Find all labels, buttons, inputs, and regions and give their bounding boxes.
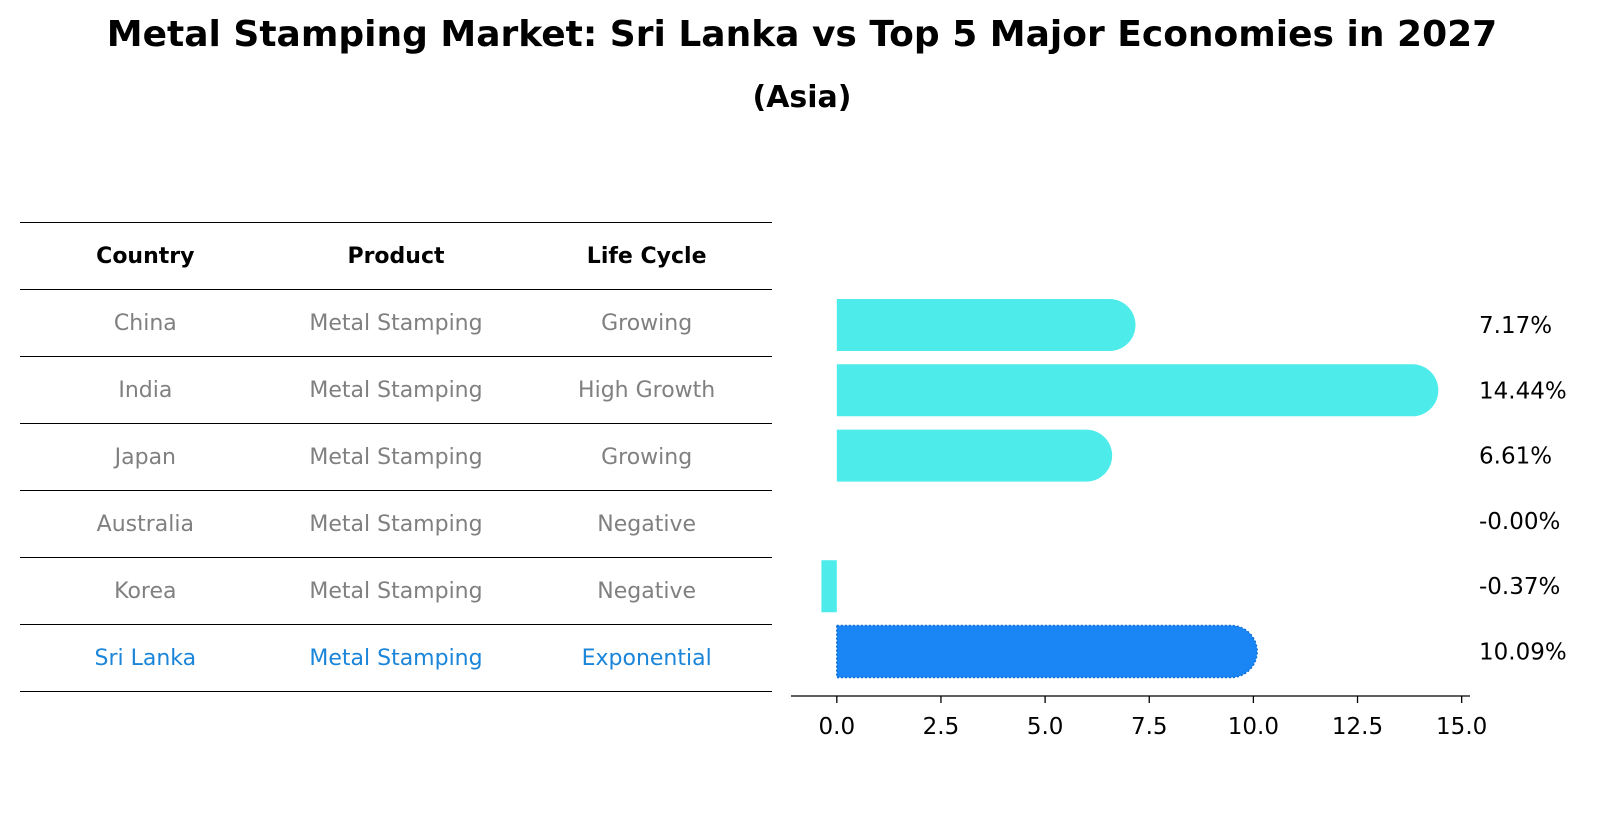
header-product: Product <box>270 222 522 290</box>
chart-title: Metal Stamping Market: Sri Lanka vs Top … <box>106 14 1498 55</box>
cell-life-cycle: Negative <box>521 557 772 625</box>
table-row: India Metal Stamping High Growth <box>20 356 772 424</box>
x-tick-label: 7.5 <box>1131 714 1168 740</box>
cell-product: Metal Stamping <box>270 289 522 357</box>
bar-india <box>836 364 1439 417</box>
cell-country: Sri Lanka <box>20 624 271 692</box>
x-tick-label: 0.0 <box>819 714 856 740</box>
x-tick-label: 10.0 <box>1228 714 1279 740</box>
value-label-korea: -0.37% <box>1479 574 1560 600</box>
cell-life-cycle: Growing <box>521 423 772 491</box>
table-row: Japan Metal Stamping Growing <box>20 423 772 491</box>
cell-life-cycle: Exponential <box>521 624 772 692</box>
bar-sri-lanka <box>836 624 1258 679</box>
cell-product: Metal Stamping <box>270 624 522 692</box>
cell-product: Metal Stamping <box>270 490 522 558</box>
table-row: Korea Metal Stamping Negative <box>20 557 772 625</box>
value-label-australia: -0.00% <box>1479 509 1560 535</box>
cell-country: India <box>20 356 271 424</box>
bar-japan <box>836 429 1113 482</box>
cell-product: Metal Stamping <box>270 557 522 625</box>
x-tick-label: 15.0 <box>1436 714 1487 740</box>
x-tick-label: 12.5 <box>1332 714 1383 740</box>
value-label-japan: 6.61% <box>1479 444 1552 470</box>
value-label-china: 7.17% <box>1479 313 1552 339</box>
header-country: Country <box>20 222 271 290</box>
x-tick-label: 5.0 <box>1027 714 1064 740</box>
cell-life-cycle: High Growth <box>521 356 772 424</box>
table-row: Australia Metal Stamping Negative <box>20 490 772 558</box>
bar-korea <box>821 560 837 613</box>
cell-product: Metal Stamping <box>270 423 522 491</box>
cell-product: Metal Stamping <box>270 356 522 424</box>
comparison-table: Country Product Life Cycle China Metal S… <box>20 222 772 692</box>
value-label-sri-lanka: 10.09% <box>1479 640 1567 666</box>
table-row: China Metal Stamping Growing <box>20 289 772 357</box>
x-tick-label: 2.5 <box>923 714 960 740</box>
cell-country: Australia <box>20 490 271 558</box>
cell-country: China <box>20 289 271 357</box>
table-header-row: Country Product Life Cycle <box>20 222 772 290</box>
cell-country: Japan <box>20 423 271 491</box>
header-life-cycle: Life Cycle <box>521 222 772 290</box>
cell-life-cycle: Negative <box>521 490 772 558</box>
bar-china <box>836 299 1136 351</box>
table-row-highlighted: Sri Lanka Metal Stamping Exponential <box>20 624 772 692</box>
value-label-india: 14.44% <box>1479 378 1567 404</box>
cell-life-cycle: Growing <box>521 289 772 357</box>
cell-country: Korea <box>20 557 271 625</box>
chart-subtitle: (Asia) <box>752 80 852 115</box>
